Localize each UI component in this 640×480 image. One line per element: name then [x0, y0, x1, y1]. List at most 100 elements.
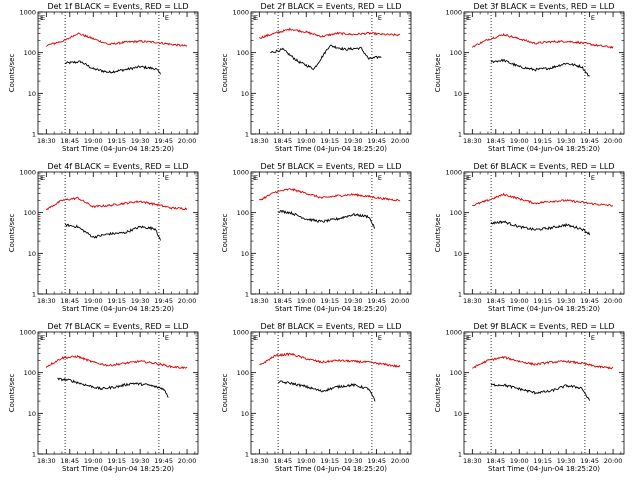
x-tick-label: 19:15: [107, 457, 126, 465]
y-tick-label: 10: [28, 410, 36, 418]
flag-mark: E: [378, 174, 382, 182]
chart-panel: Det 5f BLACK = Events, RED = LLD 1 10 100 10…: [221, 162, 412, 313]
y-tick-label: 1000: [232, 9, 249, 17]
flag-mark: E: [591, 174, 595, 182]
y-tick-label: 100: [237, 49, 249, 57]
flag-mark: E: [165, 14, 169, 22]
plot-frame: [250, 171, 412, 295]
x-tick-label: 19:15: [320, 137, 339, 145]
x-tick-label: 18:30: [250, 297, 269, 305]
y-tick-label: 1000: [19, 329, 36, 337]
events-series-line: [270, 44, 382, 71]
y-tick-label: 10: [454, 410, 462, 418]
x-tick-label: 19:15: [533, 137, 552, 145]
flag-mark: E: [253, 334, 257, 342]
x-tick-label: 19:00: [297, 137, 316, 145]
flag-mark: E: [165, 174, 169, 182]
plot-frame: [250, 11, 412, 135]
x-tick-label: 19:00: [297, 297, 316, 305]
plot-frame: [463, 11, 625, 135]
lld-series-line: [471, 33, 614, 49]
x-tick-label: 19:30: [557, 457, 576, 465]
events-series-line: [490, 220, 591, 236]
x-tick-label: 19:15: [320, 457, 339, 465]
chart-panel: Det 2f BLACK = Events, RED = LLD 1 10 100 10…: [221, 2, 412, 153]
x-tick-label: 18:30: [37, 137, 56, 145]
y-axis-label: Counts/sec: [221, 214, 229, 253]
y-tick-label: 1: [32, 291, 36, 299]
flag-mark: E: [591, 334, 595, 342]
lld-series-line: [46, 32, 188, 47]
x-tick-label: 19:30: [344, 457, 363, 465]
x-axis-label: Start Time (04-Jun-04 18:25:20): [62, 465, 174, 473]
flag-mark: E: [253, 14, 257, 22]
x-tick-label: 18:45: [486, 297, 505, 305]
x-tick-label: 20:00: [391, 137, 410, 145]
x-tick-label: 18:45: [273, 457, 292, 465]
x-tick-label: 19:30: [557, 297, 576, 305]
flag-mark: E: [254, 14, 258, 22]
chart-title: Det 5f BLACK = Events, RED = LLD: [260, 162, 401, 171]
y-tick-label: 1000: [19, 169, 36, 177]
events-series-line: [490, 58, 590, 77]
lld-series-line: [45, 196, 188, 211]
y-tick-label: 100: [237, 369, 249, 377]
x-tick-label: 18:45: [273, 137, 292, 145]
y-tick-label: 1000: [232, 329, 249, 337]
lld-series-line: [472, 355, 614, 370]
y-tick-label: 10: [241, 250, 249, 258]
y-tick-label: 100: [24, 49, 36, 57]
plot-frame: [250, 331, 412, 455]
x-tick-label: 19:30: [131, 297, 150, 305]
events-series-line: [57, 377, 169, 398]
flag-mark: E: [378, 334, 382, 342]
y-tick-label: 1: [245, 291, 249, 299]
flag-mark: E: [466, 334, 470, 342]
x-tick-label: 19:45: [367, 457, 386, 465]
y-tick-label: 10: [454, 250, 462, 258]
y-axis-label: Counts/sec: [434, 374, 442, 413]
x-tick-label: 19:15: [320, 297, 339, 305]
x-tick-label: 20:00: [604, 137, 623, 145]
flag-mark: E: [466, 174, 470, 182]
chart-title: Det 8f BLACK = Events, RED = LLD: [260, 322, 401, 331]
x-tick-label: 19:30: [557, 137, 576, 145]
plot-frame: [463, 331, 625, 455]
x-tick-label: 19:30: [131, 457, 150, 465]
y-tick-label: 100: [450, 369, 462, 377]
lld-series-line: [259, 187, 401, 202]
flag-mark: E: [41, 14, 45, 22]
x-axis-label: Start Time (04-Jun-04 18:25:20): [62, 305, 174, 313]
y-axis-label: Counts/sec: [221, 54, 229, 93]
y-tick-label: 100: [24, 209, 36, 217]
x-tick-label: 19:15: [533, 297, 552, 305]
flag-mark: E: [378, 14, 382, 22]
y-axis-label: Counts/sec: [221, 374, 229, 413]
lld-series-line: [258, 27, 401, 39]
y-tick-label: 10: [241, 90, 249, 98]
y-tick-label: 1000: [19, 9, 36, 17]
x-tick-label: 19:30: [344, 297, 363, 305]
flag-mark: E: [253, 174, 257, 182]
x-tick-label: 19:00: [84, 457, 103, 465]
flag-mark: E: [467, 334, 471, 342]
events-series-line: [64, 223, 161, 241]
plot-frame: [37, 11, 199, 135]
chart-panel: Det 4f BLACK = Events, RED = LLD 1 10 100 10…: [8, 162, 199, 313]
events-series-line: [490, 383, 591, 401]
x-tick-label: 18:30: [463, 137, 482, 145]
events-series-line: [64, 60, 161, 75]
lld-series-line: [45, 354, 188, 370]
x-tick-label: 19:00: [510, 137, 529, 145]
plot-frame: [463, 171, 625, 295]
x-tick-label: 18:30: [463, 297, 482, 305]
x-tick-label: 18:30: [250, 137, 269, 145]
x-axis-label: Start Time (04-Jun-04 18:25:20): [275, 465, 387, 473]
chart-title: Det 2f BLACK = Events, RED = LLD: [260, 2, 401, 11]
x-axis-label: Start Time (04-Jun-04 18:25:20): [275, 305, 387, 313]
y-tick-label: 1: [458, 131, 462, 139]
x-tick-label: 19:45: [580, 297, 599, 305]
x-tick-label: 19:45: [580, 137, 599, 145]
y-tick-label: 1: [458, 291, 462, 299]
